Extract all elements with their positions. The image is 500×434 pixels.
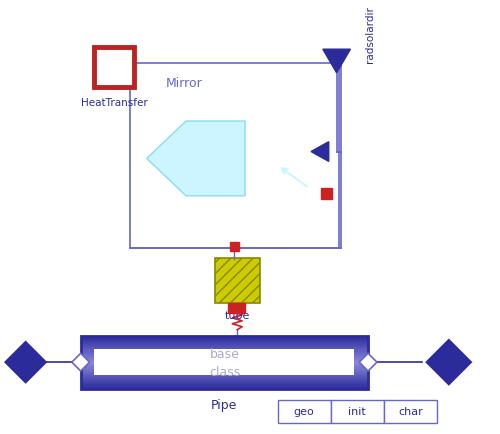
Bar	[278, 400, 330, 423]
Text: tube: tube	[224, 310, 250, 320]
Bar	[80, 336, 368, 337]
Bar	[80, 358, 368, 359]
Bar	[80, 362, 368, 363]
Bar	[80, 372, 368, 373]
Bar	[80, 345, 368, 346]
Bar	[80, 373, 368, 374]
Bar	[80, 368, 368, 370]
Bar	[80, 385, 368, 386]
Bar	[80, 338, 368, 339]
Bar	[80, 388, 368, 389]
Bar	[130, 64, 338, 248]
Bar	[228, 303, 245, 313]
Bar	[80, 387, 368, 388]
Bar	[80, 350, 368, 351]
Bar	[80, 354, 368, 355]
Bar	[80, 343, 368, 344]
Bar	[80, 382, 368, 384]
Bar	[384, 400, 437, 423]
Bar	[80, 356, 368, 357]
Bar	[80, 376, 368, 377]
Bar	[330, 400, 384, 423]
Bar	[80, 381, 368, 382]
Polygon shape	[72, 353, 90, 371]
Bar	[80, 336, 368, 389]
Bar	[80, 353, 368, 354]
Bar	[80, 379, 368, 380]
Text: geo: geo	[294, 406, 314, 416]
Bar	[94, 48, 134, 87]
Bar	[80, 359, 368, 360]
Bar	[80, 374, 368, 375]
Text: base
class: base class	[209, 347, 240, 378]
Bar	[80, 367, 368, 368]
Bar	[80, 386, 368, 387]
Polygon shape	[6, 343, 46, 382]
Bar	[80, 346, 368, 348]
Bar	[80, 337, 368, 338]
Text: char: char	[398, 406, 423, 416]
Bar	[80, 375, 368, 376]
Bar	[80, 365, 368, 367]
Bar	[80, 349, 368, 350]
Bar	[80, 352, 368, 353]
Bar	[80, 357, 368, 358]
Bar	[80, 380, 368, 381]
Bar	[80, 371, 368, 372]
Bar	[80, 377, 368, 378]
Text: Pipe: Pipe	[211, 398, 238, 411]
Bar	[80, 378, 368, 379]
Bar	[80, 384, 368, 385]
Polygon shape	[359, 353, 377, 371]
Bar	[80, 351, 368, 352]
Bar	[80, 360, 368, 361]
Bar	[321, 188, 332, 199]
Bar	[80, 348, 368, 349]
Bar	[80, 341, 368, 342]
Bar	[80, 361, 368, 362]
Bar	[214, 258, 260, 303]
Bar	[80, 342, 368, 343]
Bar	[230, 243, 239, 251]
Bar	[80, 355, 368, 356]
Bar	[80, 340, 368, 341]
Bar	[80, 363, 368, 365]
Text: Mirror: Mirror	[166, 77, 202, 90]
Bar	[80, 339, 368, 340]
Text: init: init	[348, 406, 366, 416]
Bar	[80, 344, 368, 345]
Polygon shape	[311, 142, 328, 162]
Polygon shape	[427, 341, 470, 384]
Text: HeatTransfer: HeatTransfer	[81, 98, 148, 108]
Polygon shape	[323, 50, 350, 74]
Polygon shape	[146, 122, 245, 196]
Bar	[94, 349, 354, 375]
Text: radsolardir: radsolardir	[365, 6, 375, 63]
Bar	[80, 370, 368, 371]
